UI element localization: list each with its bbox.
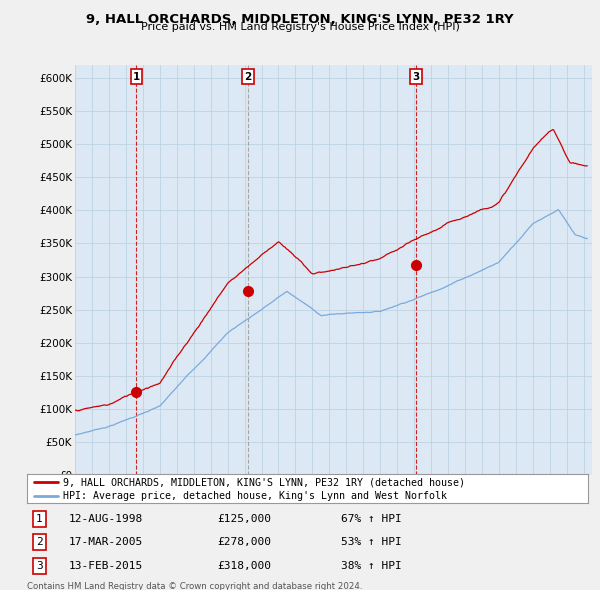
Text: 53% ↑ HPI: 53% ↑ HPI: [341, 537, 402, 547]
Text: 3: 3: [413, 71, 420, 81]
Text: 1: 1: [36, 514, 43, 524]
Text: Contains HM Land Registry data © Crown copyright and database right 2024.: Contains HM Land Registry data © Crown c…: [27, 582, 362, 590]
Text: 13-FEB-2015: 13-FEB-2015: [69, 560, 143, 571]
Text: HPI: Average price, detached house, King's Lynn and West Norfolk: HPI: Average price, detached house, King…: [64, 491, 448, 502]
Text: 3: 3: [36, 560, 43, 571]
Text: 12-AUG-1998: 12-AUG-1998: [69, 514, 143, 524]
Text: £278,000: £278,000: [218, 537, 272, 547]
Text: £125,000: £125,000: [218, 514, 272, 524]
Text: 38% ↑ HPI: 38% ↑ HPI: [341, 560, 402, 571]
Text: 17-MAR-2005: 17-MAR-2005: [69, 537, 143, 547]
Text: 2: 2: [36, 537, 43, 547]
Text: 9, HALL ORCHARDS, MIDDLETON, KING'S LYNN, PE32 1RY (detached house): 9, HALL ORCHARDS, MIDDLETON, KING'S LYNN…: [64, 477, 466, 487]
Text: Price paid vs. HM Land Registry's House Price Index (HPI): Price paid vs. HM Land Registry's House …: [140, 22, 460, 32]
Text: 9, HALL ORCHARDS, MIDDLETON, KING'S LYNN, PE32 1RY: 9, HALL ORCHARDS, MIDDLETON, KING'S LYNN…: [86, 13, 514, 26]
Text: 1: 1: [133, 71, 140, 81]
Text: 2: 2: [245, 71, 252, 81]
Text: 67% ↑ HPI: 67% ↑ HPI: [341, 514, 402, 524]
Text: £318,000: £318,000: [218, 560, 272, 571]
